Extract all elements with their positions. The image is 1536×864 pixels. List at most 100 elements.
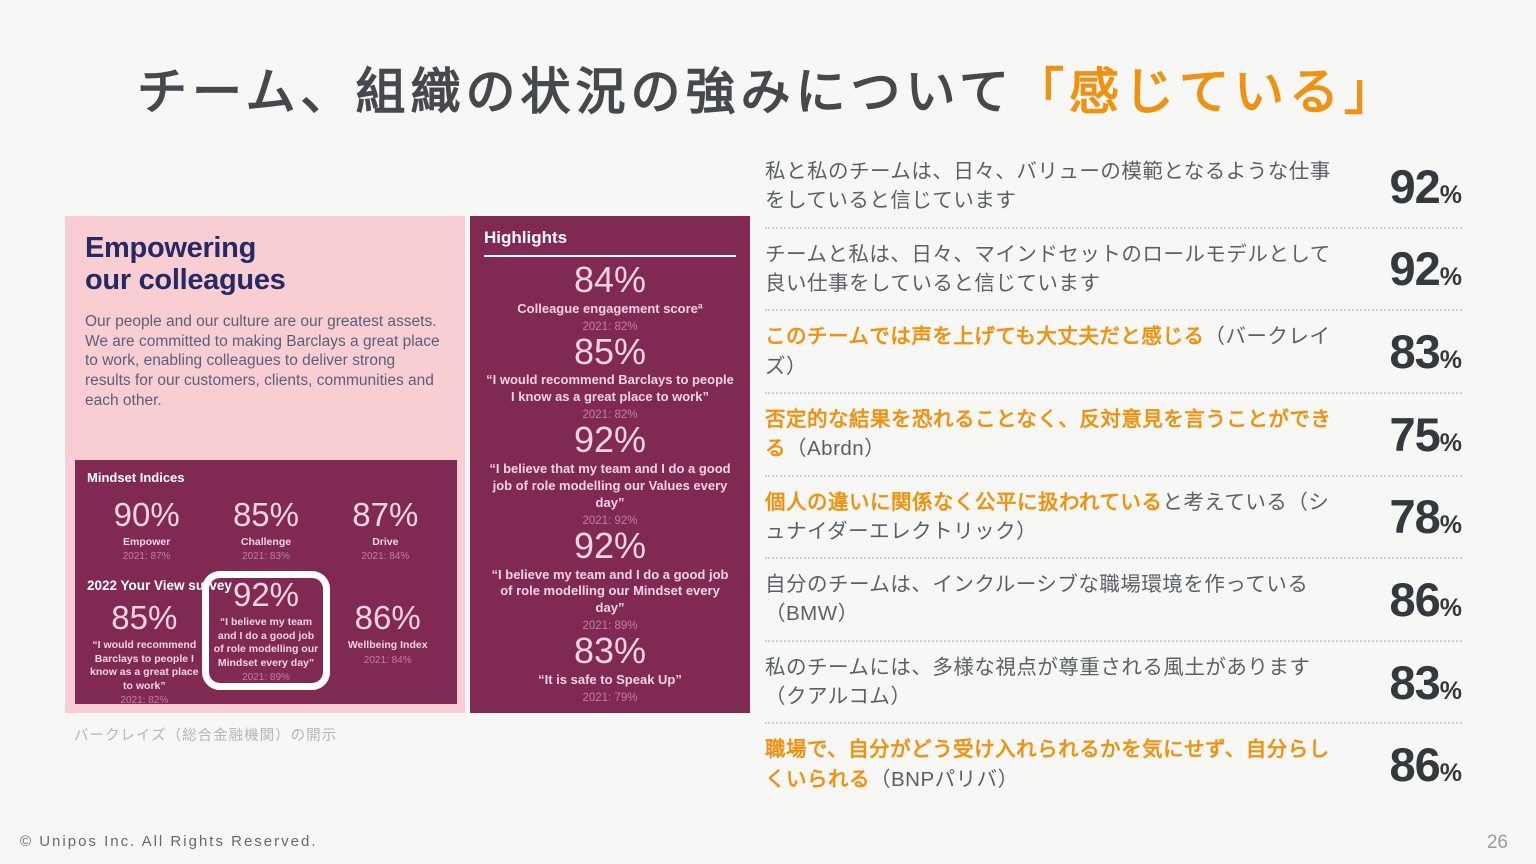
stat-prior-value: 2021: 89% (582, 620, 638, 633)
percent-number: 78 (1389, 490, 1440, 544)
percent-number: 92 (1389, 159, 1440, 213)
survey-row: チームと私は、日々、マインドセットのロールモデルとして良い仕事をしていると信じて… (765, 229, 1462, 312)
mindset-indices-panel: Mindset Indices 90% Empower 2021: 87% 85% Ch… (75, 460, 457, 707)
survey-row: このチームでは声を上げても大丈夫だと感じる（バークレイズ） 83% (765, 311, 1462, 394)
mindset-stat: 86% Wellbeing Index 2021: 84% (330, 599, 445, 666)
survey-statement: 職場で、自分がどう受け入れられるかを気にせず、自分らしくいられる（BNPパリバ） (765, 735, 1333, 794)
percent-sign: % (1439, 759, 1462, 788)
mindset-stat-highlighted: 92% “I believe my team and I do a good jo… (201, 571, 331, 691)
percent-sign: % (1439, 346, 1462, 375)
survey-row: 私と私のチームは、日々、バリューの模範となるような仕事をしていると信じています 9… (765, 146, 1462, 229)
survey-row: 否定的な結果を恐れることなく、反対意見を言うことができる（Abrdn） 75% (765, 394, 1462, 477)
page-number: 26 (1486, 832, 1508, 853)
survey-row: 私のチームには、多様な視点が尊重される風土があります（クアルコム） 83% (765, 642, 1462, 725)
survey-percent: 75% (1389, 407, 1462, 462)
stat-value: 85% (232, 496, 300, 533)
stat-prior-value: 2021: 84% (363, 654, 412, 666)
stat-label: Colleague engagement scoreª (517, 300, 703, 316)
statement-text: 自分のチームは、インクルーシブな職場環境を作っている（BMW） (765, 573, 1309, 626)
statement-text: （Abrdn） (786, 437, 886, 461)
survey-percent: 83% (1389, 655, 1462, 710)
percent-number: 92 (1389, 242, 1440, 296)
mindset-stat: 85% “I would recommend Barclays to people… (87, 599, 202, 707)
survey-statement: 私のチームには、多様な視点が尊重される風土があります（クアルコム） (765, 653, 1333, 712)
stat-prior-value: 2021: 87% (122, 551, 171, 563)
survey-percent: 92% (1389, 241, 1462, 296)
highlights-stats-list: 84% Colleague engagement scoreª 2021: 82% 8… (484, 257, 736, 704)
stat-prior-value: 2021: 92% (582, 514, 638, 527)
page-title-main: チーム、組織の状況の強みについて (137, 64, 1014, 120)
statement-text: （BNPパリバ） (870, 767, 1019, 791)
percent-number: 86 (1389, 572, 1440, 626)
survey-percent: 86% (1389, 737, 1462, 792)
mindset-stat: 87% Drive 2021: 84% (326, 496, 445, 563)
statement-text: （バークレイズ） (765, 325, 1331, 378)
stat-prior-value: 2021: 82% (120, 695, 169, 707)
stat-label: “It is safe to Speak Up” (538, 672, 682, 687)
survey-statement: このチームでは声を上げても大丈夫だと感じる（バークレイズ） (765, 322, 1333, 381)
survey-statement: 否定的な結果を恐れることなく、反対意見を言うことができる（Abrdn） (765, 405, 1333, 464)
statement-emphasis: このチームでは声を上げても大丈夫だと感じる (765, 325, 1205, 349)
survey-results-list: 私と私のチームは、日々、バリューの模範となるような仕事をしていると信じています 9… (765, 146, 1462, 805)
highlight-stat: 92% “I believe that my team and I do a go… (484, 419, 736, 527)
mindset-stat: 90% Empower 2021: 87% (87, 497, 206, 563)
stat-label: Empower (123, 535, 171, 548)
survey-statement: 個人の違いに関係なく公平に扱われていると考えている（シュナイダーエレクトリック） (765, 488, 1333, 547)
survey-statement: 自分のチームは、インクルーシブな職場環境を作っている（BMW） (765, 570, 1333, 629)
percent-sign: % (1439, 511, 1462, 540)
percent-sign: % (1439, 676, 1462, 705)
statement-text: と考えている（シュナイダーエレクトリック） (765, 490, 1330, 543)
stat-label: “I believe that my team and I do a good … (489, 461, 731, 510)
percent-number: 86 (1389, 738, 1440, 792)
stat-prior-value: 2021: 84% (361, 551, 410, 563)
stat-prior-value: 2021: 83% (242, 551, 290, 563)
percent-sign: % (1439, 428, 1462, 457)
percent-sign: % (1439, 263, 1462, 292)
statement-text: 私のチームには、多様な視点が尊重される風土があります（クアルコム） (765, 655, 1311, 709)
percent-number: 75 (1389, 407, 1440, 461)
stat-prior-value: 2021: 82% (582, 320, 638, 333)
stat-label: “I would recommend Barclays to people I … (486, 372, 734, 405)
stat-prior-value: 2021: 89% (242, 672, 290, 684)
stat-label: “I believe my team and I do a good job o… (491, 566, 729, 616)
report-heading: Empowering our colleagues (85, 232, 286, 297)
statement-emphasis: 職場で、自分がどう受け入れられるかを気にせず、自分らしくいられる (765, 738, 1330, 791)
stat-label: Wellbeing Index (347, 638, 428, 651)
statement-emphasis: 個人の違いに関係なく公平に扱われている (765, 490, 1163, 514)
mindset-indices-title: Mindset Indices (87, 470, 185, 485)
mindset-top-stats-row: 90% Empower 2021: 87% 85% Challenge 2021: 83%… (87, 496, 445, 563)
percent-number: 83 (1389, 325, 1440, 379)
stat-label: Challenge (240, 535, 292, 548)
survey-statement: 私と私のチームは、日々、バリューの模範となるような仕事をしていると信じています (765, 157, 1333, 216)
stat-value: 84% (573, 259, 647, 300)
source-caption: バークレイズ（総合金融機関）の開示 (74, 728, 338, 744)
your-view-survey-label: 2022 Your View survey (87, 578, 232, 594)
stat-value: 92% (232, 576, 300, 614)
stat-value: 85% (111, 599, 178, 637)
mindset-bottom-stats-row: 85% “I would recommend Barclays to people… (87, 571, 445, 707)
survey-percent: 86% (1389, 572, 1462, 627)
percent-number: 83 (1389, 655, 1440, 709)
survey-percent: 83% (1389, 324, 1462, 379)
highlight-stat: 92% “I believe my team and I do a good jo… (484, 526, 736, 633)
highlights-title: Highlights (484, 228, 736, 257)
stat-value: 92% (573, 419, 647, 461)
highlights-panel: Highlights 84% Colleague engagement score… (470, 216, 750, 713)
highlight-stat: 85% “I would recommend Barclays to people… (484, 330, 736, 422)
highlight-stat: 84% Colleague engagement scoreª 2021: 82% (484, 261, 736, 333)
survey-statement: チームと私は、日々、マインドセットのロールモデルとして良い仕事をしていると信じて… (765, 240, 1333, 299)
stat-value: 85% (573, 330, 647, 372)
survey-row: 職場で、自分がどう受け入れられるかを気にせず、自分らしくいられる（BNPパリバ）… (765, 724, 1462, 805)
mindset-stat: 85% Challenge 2021: 83% (206, 496, 325, 563)
stat-value: 86% (354, 599, 421, 637)
barclays-report-panel: Empowering our colleagues Our people and… (65, 216, 465, 713)
survey-percent: 92% (1389, 159, 1462, 214)
survey-row: 個人の違いに関係なく公平に扱われていると考えている（シュナイダーエレクトリック）… (765, 477, 1462, 560)
stat-prior-value: 2021: 82% (582, 409, 638, 422)
statement-text: チームと私は、日々、マインドセットのロールモデルとして良い仕事をしていると信じて… (765, 242, 1331, 295)
stat-label: Drive (372, 535, 399, 548)
statement-text: 私と私のチームは、日々、バリューの模範となるような仕事をしていると信じています (765, 160, 1331, 213)
stat-label: “I believe my team and I do a good job o… (213, 615, 319, 669)
statement-emphasis: 否定的な結果を恐れることなく、反対意見を言うことができる (765, 407, 1332, 461)
stat-value: 87% (352, 496, 419, 533)
